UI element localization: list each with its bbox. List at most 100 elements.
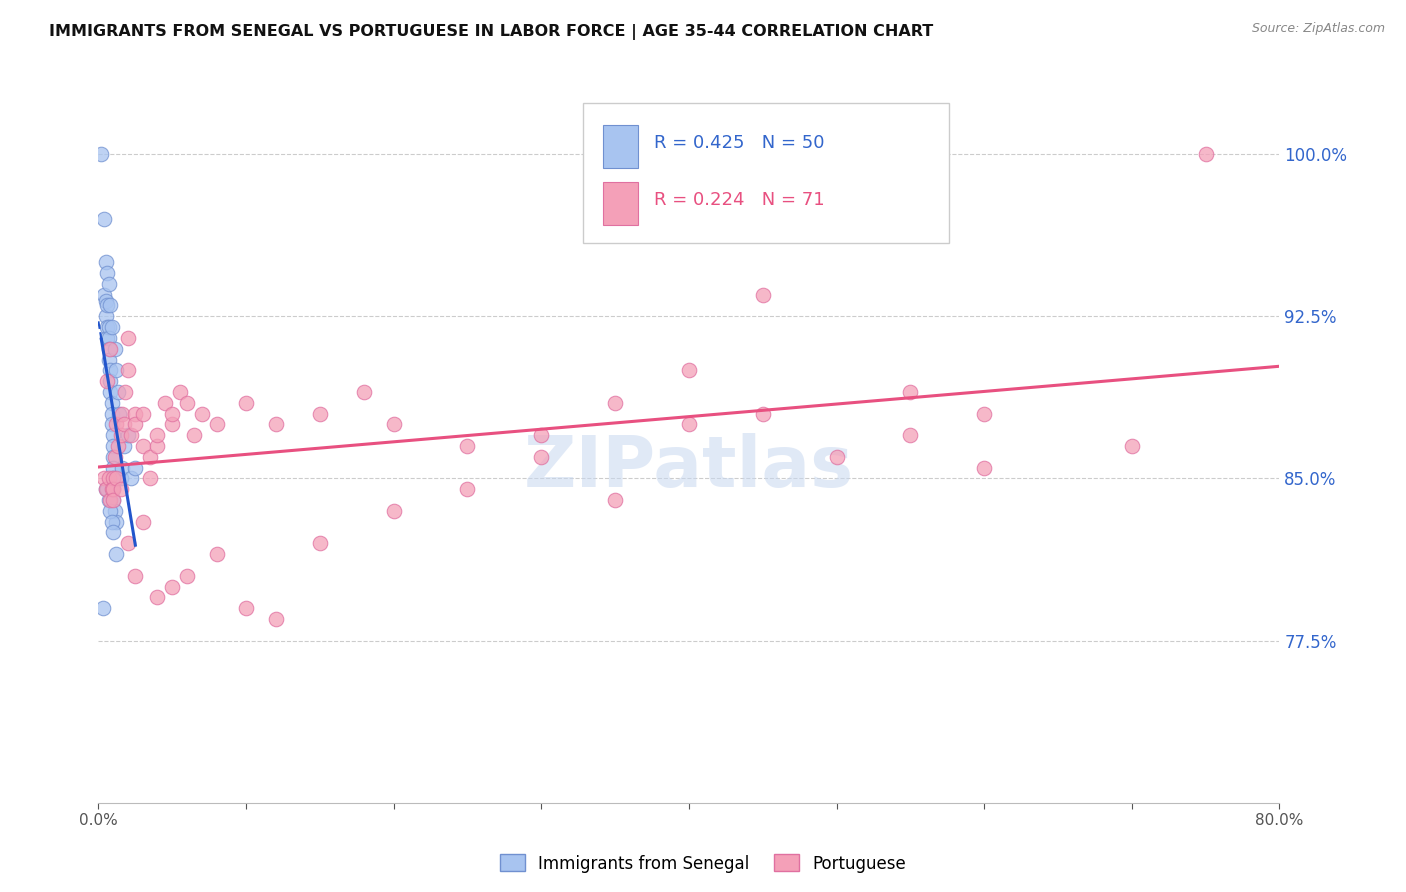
Point (124, 460, 146, 475)
Point (117, 428, 139, 442)
Point (117, 363, 139, 377)
Point (103, 493, 125, 508)
Point (104, 342, 127, 356)
Point (162, 417, 183, 432)
Point (103, 460, 125, 475)
Point (100, 407, 122, 421)
Point (98, 384, 121, 399)
Point (96, 320, 118, 334)
Point (97, 493, 120, 508)
Point (105, 471, 128, 485)
Point (90, 147, 112, 161)
Point (139, 450, 162, 464)
Point (900, 384, 922, 399)
Point (973, 407, 995, 421)
Point (825, 450, 848, 464)
Point (605, 493, 627, 508)
Point (103, 493, 125, 508)
Point (235, 396, 257, 410)
Point (96, 266, 118, 280)
Point (94, 310, 117, 324)
Point (117, 331, 139, 345)
Point (114, 384, 136, 399)
Point (751, 287, 773, 301)
Point (103, 471, 125, 485)
Point (264, 612, 287, 626)
Point (91, 601, 114, 615)
Point (205, 547, 228, 561)
Point (100, 396, 122, 410)
FancyBboxPatch shape (582, 103, 949, 243)
Point (264, 417, 287, 432)
Point (98, 374, 121, 388)
Point (97, 342, 120, 356)
Point (98, 342, 121, 356)
Point (107, 384, 129, 399)
Point (97, 352, 120, 367)
Point (103, 439, 125, 453)
Point (97, 331, 120, 345)
Point (124, 417, 146, 432)
Point (104, 504, 127, 518)
Text: R = 0.224   N = 71: R = 0.224 N = 71 (654, 191, 824, 209)
Point (100, 515, 122, 529)
Point (382, 417, 405, 432)
Point (162, 407, 183, 421)
Point (103, 450, 125, 464)
Point (139, 471, 162, 485)
Point (107, 439, 129, 453)
Point (530, 428, 553, 442)
Point (97, 471, 120, 485)
Point (111, 460, 134, 475)
Point (176, 396, 198, 410)
Point (900, 428, 922, 442)
Point (132, 407, 155, 421)
Point (105, 547, 128, 561)
Point (94, 482, 117, 496)
Point (382, 504, 405, 518)
Point (103, 471, 125, 485)
Point (120, 471, 142, 485)
Point (605, 396, 627, 410)
Point (96, 482, 118, 496)
Point (146, 591, 169, 605)
Point (309, 536, 332, 550)
Point (1121, 439, 1143, 453)
Point (678, 363, 700, 377)
Point (105, 363, 128, 377)
Point (124, 407, 146, 421)
Point (456, 482, 478, 496)
Point (100, 320, 122, 334)
Point (93, 211, 115, 226)
Text: ZIPatlas: ZIPatlas (524, 433, 853, 502)
Point (97, 277, 120, 291)
Point (132, 439, 155, 453)
Point (103, 428, 125, 442)
Point (146, 439, 169, 453)
Point (176, 568, 198, 582)
Point (235, 601, 257, 615)
Point (103, 482, 125, 496)
Point (97, 320, 120, 334)
Point (94, 255, 117, 269)
Point (110, 482, 132, 496)
Point (183, 428, 205, 442)
Point (117, 536, 139, 550)
Point (205, 417, 228, 432)
Point (96, 374, 118, 388)
Point (309, 407, 332, 421)
Point (120, 428, 142, 442)
Point (98, 493, 121, 508)
Point (112, 417, 135, 432)
Point (94, 482, 117, 496)
Point (124, 568, 146, 582)
Point (530, 450, 553, 464)
Point (96, 331, 118, 345)
Point (105, 515, 128, 529)
Point (162, 580, 183, 594)
Point (96, 298, 118, 312)
Point (678, 417, 700, 432)
Point (1195, 147, 1218, 161)
Point (94, 294, 117, 309)
Point (103, 482, 125, 496)
